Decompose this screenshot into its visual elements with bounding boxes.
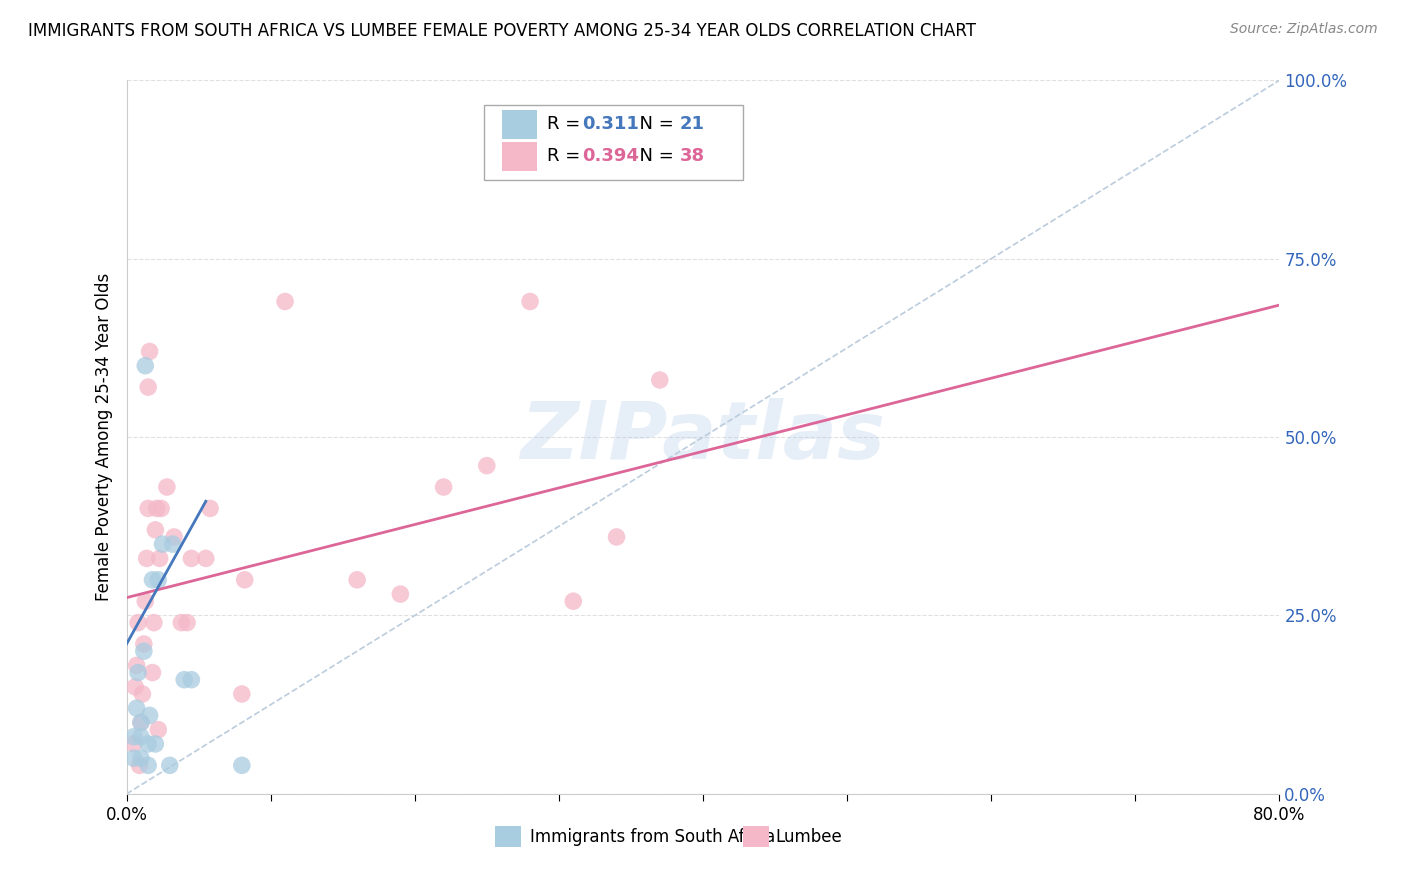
Point: [148, 573, 170, 587]
Text: 0.311: 0.311: [582, 115, 638, 134]
Point: [129, 715, 152, 730]
Point: [122, 751, 145, 765]
FancyBboxPatch shape: [502, 110, 537, 138]
Text: Lumbee: Lumbee: [776, 828, 842, 846]
FancyBboxPatch shape: [484, 105, 744, 180]
Point: [132, 644, 155, 658]
Point: [433, 480, 456, 494]
Point: [159, 758, 181, 772]
Point: [475, 458, 498, 473]
Point: [129, 730, 152, 744]
Point: [136, 737, 159, 751]
Point: [606, 530, 628, 544]
Point: [389, 587, 412, 601]
Point: [194, 551, 217, 566]
Point: [141, 573, 163, 587]
Bar: [495, 826, 520, 847]
Point: [145, 523, 166, 537]
Point: [231, 687, 253, 701]
Text: 21: 21: [681, 115, 704, 134]
Point: [149, 551, 172, 566]
Text: N =: N =: [628, 115, 679, 134]
Point: [163, 530, 186, 544]
Point: [135, 551, 157, 566]
Point: [180, 673, 202, 687]
Point: [136, 501, 159, 516]
Point: [346, 573, 368, 587]
Point: [146, 501, 169, 516]
Point: [124, 680, 146, 694]
Point: [132, 637, 155, 651]
Point: [274, 294, 297, 309]
Point: [138, 344, 160, 359]
Point: [129, 715, 152, 730]
Text: R =: R =: [547, 115, 586, 134]
Point: [122, 730, 145, 744]
Point: [138, 708, 160, 723]
Point: [562, 594, 585, 608]
Bar: [744, 826, 769, 847]
Point: [176, 615, 198, 630]
Point: [125, 701, 148, 715]
Point: [134, 594, 156, 608]
Point: [150, 501, 173, 516]
Point: [129, 751, 152, 765]
Point: [128, 758, 150, 772]
Text: R =: R =: [547, 147, 586, 165]
Point: [231, 758, 253, 772]
Point: [127, 615, 149, 630]
Point: [136, 380, 159, 394]
Point: [519, 294, 541, 309]
Point: [152, 537, 174, 551]
Point: [648, 373, 671, 387]
Point: [162, 537, 184, 551]
Point: [131, 687, 153, 701]
Y-axis label: Female Poverty Among 25-34 Year Olds: Female Poverty Among 25-34 Year Olds: [94, 273, 112, 601]
Point: [145, 737, 166, 751]
Point: [170, 615, 193, 630]
Point: [156, 480, 179, 494]
Text: Source: ZipAtlas.com: Source: ZipAtlas.com: [1230, 22, 1378, 37]
Text: Immigrants from South Africa: Immigrants from South Africa: [530, 828, 775, 846]
Point: [134, 359, 156, 373]
Point: [233, 573, 256, 587]
Point: [198, 501, 221, 516]
Point: [127, 665, 149, 680]
Point: [141, 665, 163, 680]
Point: [173, 673, 195, 687]
Text: 38: 38: [681, 147, 704, 165]
Text: IMMIGRANTS FROM SOUTH AFRICA VS LUMBEE FEMALE POVERTY AMONG 25-34 YEAR OLDS CORR: IMMIGRANTS FROM SOUTH AFRICA VS LUMBEE F…: [28, 22, 976, 40]
Text: N =: N =: [628, 147, 679, 165]
Point: [122, 737, 145, 751]
Point: [142, 615, 165, 630]
Text: ZIPatlas: ZIPatlas: [520, 398, 886, 476]
Point: [136, 758, 159, 772]
Point: [180, 551, 202, 566]
Text: 0.394: 0.394: [582, 147, 638, 165]
Point: [125, 658, 148, 673]
FancyBboxPatch shape: [502, 142, 537, 170]
Point: [148, 723, 170, 737]
